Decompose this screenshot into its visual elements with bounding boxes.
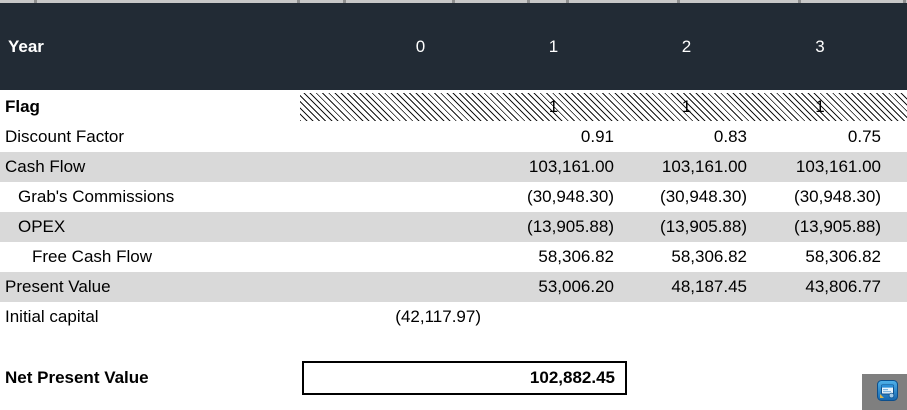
table-row-opex[interactable]: OPEX (13,905.88) (13,905.88) (13,905.88) bbox=[0, 212, 907, 242]
row-label-present-value: Present Value bbox=[5, 277, 111, 296]
table-row-flag[interactable]: Flag 1 1 1 bbox=[0, 92, 907, 122]
table-row-initial-capital[interactable]: Initial capital (42,117.97) bbox=[0, 302, 907, 332]
year-col-0[interactable]: 0 bbox=[415, 37, 426, 56]
table-row-free-cash-flow[interactable]: Free Cash Flow 58,306.82 58,306.82 58,30… bbox=[0, 242, 907, 272]
row-label-free-cash-flow: Free Cash Flow bbox=[32, 247, 152, 266]
embedded-object-icon[interactable] bbox=[877, 380, 898, 401]
cell-cashflow-2[interactable]: 103,161.00 bbox=[661, 157, 747, 176]
cell-opex-2[interactable]: (13,905.88) bbox=[660, 217, 747, 236]
cell-fcf-3[interactable]: 58,306.82 bbox=[805, 247, 881, 266]
cell-opex-3[interactable]: (13,905.88) bbox=[794, 217, 881, 236]
cell-commissions-3[interactable]: (30,948.30) bbox=[794, 187, 881, 206]
cell-fcf-2[interactable]: 58,306.82 bbox=[671, 247, 747, 266]
year-col-3[interactable]: 3 bbox=[815, 37, 825, 56]
npv-value-box[interactable]: 102,882.45 bbox=[302, 361, 627, 395]
cell-commissions-2[interactable]: (30,948.30) bbox=[660, 187, 747, 206]
cell-initial-capital-0[interactable]: (42,117.97) bbox=[395, 307, 481, 326]
flag-hatch-pattern bbox=[300, 93, 907, 121]
cell-fcf-1[interactable]: 58,306.82 bbox=[538, 247, 614, 266]
year-col-1[interactable]: 1 bbox=[548, 37, 559, 56]
cell-opex-1[interactable]: (13,905.88) bbox=[527, 217, 614, 236]
npv-value: 102,882.45 bbox=[529, 368, 615, 387]
table-row-present-value[interactable]: Present Value 53,006.20 48,187.45 43,806… bbox=[0, 272, 907, 302]
cell-pv-2[interactable]: 48,187.45 bbox=[671, 277, 747, 296]
row-label-initial-capital: Initial capital bbox=[5, 307, 99, 326]
table-row-grabs-commissions[interactable]: Grab's Commissions (30,948.30) (30,948.3… bbox=[0, 182, 907, 212]
cell-cashflow-1[interactable]: 103,161.00 bbox=[528, 157, 614, 176]
year-col-2[interactable]: 2 bbox=[681, 37, 692, 56]
cell-cashflow-3[interactable]: 103,161.00 bbox=[795, 157, 881, 176]
cell-discount-2[interactable]: 0.83 bbox=[713, 127, 747, 146]
table-row-discount-factor[interactable]: Discount Factor 0.91 0.83 0.75 bbox=[0, 122, 907, 152]
embedded-object-panel[interactable] bbox=[862, 374, 907, 410]
row-label-grabs-commissions: Grab's Commissions bbox=[18, 187, 175, 206]
cell-commissions-1[interactable]: (30,948.30) bbox=[527, 187, 614, 206]
npv-label: Net Present Value bbox=[5, 368, 149, 387]
cell-pv-1[interactable]: 53,006.20 bbox=[538, 277, 614, 296]
cell-discount-1[interactable]: 0.91 bbox=[580, 127, 614, 146]
cell-flag-2[interactable]: 1 bbox=[681, 97, 692, 116]
cell-pv-3[interactable]: 43,806.77 bbox=[805, 277, 881, 296]
row-label-opex: OPEX bbox=[18, 217, 66, 236]
cell-flag-1[interactable]: 1 bbox=[548, 97, 559, 116]
table-row-cash-flow[interactable]: Cash Flow 103,161.00 103,161.00 103,161.… bbox=[0, 152, 907, 182]
cell-flag-3[interactable]: 1 bbox=[815, 97, 825, 116]
row-label-discount-factor: Discount Factor bbox=[5, 127, 125, 146]
year-header-label: Year bbox=[8, 37, 44, 56]
year-header-row[interactable]: Year 0 1 2 3 bbox=[0, 3, 907, 90]
gridline-strip bbox=[0, 0, 907, 3]
row-label-flag: Flag bbox=[5, 97, 40, 116]
row-label-cash-flow: Cash Flow bbox=[5, 157, 86, 176]
cell-discount-3[interactable]: 0.75 bbox=[847, 127, 881, 146]
